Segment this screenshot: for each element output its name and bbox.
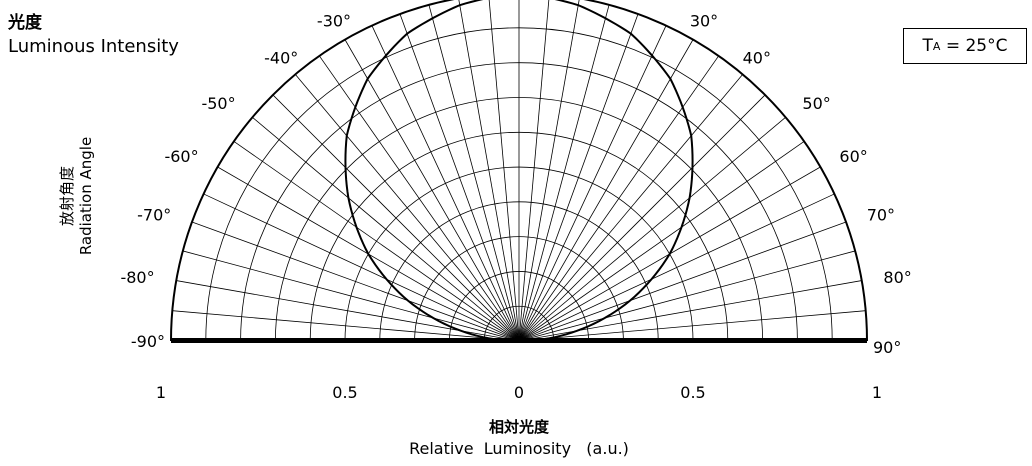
radial-tick-label: 1 bbox=[156, 383, 166, 402]
angle-tick-label: -40° bbox=[264, 49, 298, 68]
grid-spoke bbox=[233, 141, 520, 342]
grid-spoke bbox=[371, 25, 520, 342]
grid-spoke bbox=[191, 221, 520, 342]
grid-spoke bbox=[428, 4, 520, 342]
angle-tick-label: -70° bbox=[137, 206, 171, 225]
grid-spoke bbox=[518, 221, 847, 342]
grid-spoke bbox=[518, 25, 667, 342]
grid-spoke bbox=[182, 250, 520, 342]
angle-tick-label: 40° bbox=[743, 49, 771, 68]
baseline bbox=[171, 338, 867, 343]
radial-tick-label: 0.5 bbox=[680, 383, 705, 402]
chart-title-cn: 光度 bbox=[8, 13, 42, 33]
angle-tick-label: 30° bbox=[690, 12, 718, 31]
grid-spoke bbox=[518, 193, 835, 342]
grid-spoke bbox=[295, 74, 520, 342]
grid-spoke bbox=[518, 0, 550, 342]
radial-tick-label: 0.5 bbox=[332, 383, 357, 402]
grid-spoke bbox=[518, 13, 639, 342]
grid-spoke bbox=[344, 39, 520, 342]
grid-spoke bbox=[399, 13, 520, 342]
grid-spoke bbox=[518, 4, 610, 342]
x-axis-label-en: Relative Luminosity (a.u.) bbox=[409, 439, 629, 458]
angle-tick-label: 60° bbox=[839, 147, 867, 166]
grid-spoke bbox=[518, 94, 766, 342]
grid-spoke bbox=[518, 141, 805, 342]
radial-tick-label: 0 bbox=[514, 383, 524, 402]
angle-tick-label: -90° bbox=[131, 332, 165, 351]
grid-spoke bbox=[518, 250, 856, 342]
angle-tick-label: 20° bbox=[631, 0, 659, 3]
angle-tick-label: 80° bbox=[883, 268, 911, 287]
grid-spoke bbox=[203, 193, 520, 342]
angle-tick-label: -50° bbox=[201, 94, 235, 113]
condition-value: = 25°C bbox=[940, 36, 1008, 56]
grid-spoke bbox=[518, 310, 866, 342]
grid-spoke bbox=[319, 55, 520, 342]
condition-prefix: T bbox=[922, 36, 933, 56]
chart-title-en: Luminous Intensity bbox=[8, 36, 179, 57]
grid-spoke bbox=[272, 94, 520, 342]
grid-spoke bbox=[172, 310, 520, 342]
angle-tick-label: 70° bbox=[867, 206, 895, 225]
grid-spoke bbox=[518, 55, 719, 342]
grid-spoke bbox=[518, 74, 743, 342]
grid-spoke bbox=[252, 117, 520, 342]
angle-tick-label: 90° bbox=[873, 338, 901, 357]
angle-tick-label: -60° bbox=[164, 147, 198, 166]
grid-spoke bbox=[518, 0, 580, 342]
grid-spoke bbox=[488, 0, 520, 342]
condition-sub: A bbox=[932, 39, 941, 53]
radial-tick-label: 1 bbox=[872, 383, 882, 402]
angle-tick-label: 50° bbox=[802, 94, 830, 113]
outer-arc bbox=[170, 0, 868, 342]
grid-spoke bbox=[458, 0, 520, 342]
angle-tick-label: -20° bbox=[375, 0, 409, 3]
grid-spoke bbox=[518, 39, 694, 342]
x-axis-label-cn: 相対光度 bbox=[488, 418, 550, 436]
intensity-curve bbox=[344, 0, 694, 342]
angle-tick-label: -30° bbox=[317, 12, 351, 31]
angle-tick-label: -80° bbox=[120, 268, 154, 287]
grid-spoke bbox=[518, 117, 786, 342]
